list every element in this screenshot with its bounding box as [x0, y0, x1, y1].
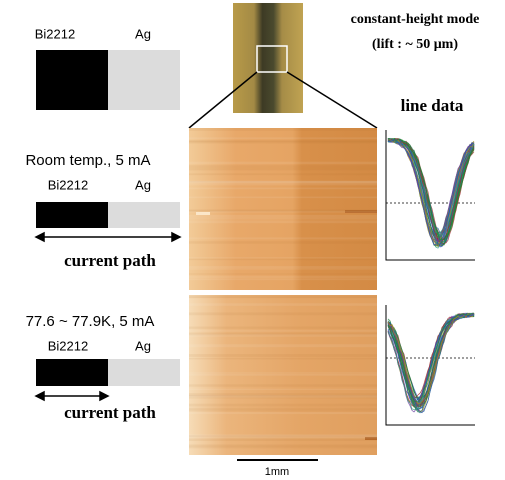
ag-block	[108, 202, 180, 228]
texture	[189, 217, 377, 219]
texture	[189, 181, 377, 183]
texture	[189, 188, 377, 190]
label: Bi2212	[48, 177, 88, 192]
texture	[189, 295, 377, 297]
texture	[189, 395, 377, 398]
texture	[189, 389, 377, 390]
header: constant-height mode	[351, 12, 480, 27]
arrow	[36, 233, 180, 241]
texture	[189, 404, 377, 407]
texture	[189, 162, 377, 164]
condition: Room temp., 5 mA	[25, 152, 150, 169]
map-room	[189, 128, 377, 290]
texture	[189, 438, 377, 441]
texture	[189, 237, 377, 239]
texture	[189, 330, 377, 331]
texture	[189, 215, 377, 217]
texture	[189, 168, 377, 170]
texture	[189, 273, 377, 274]
texture	[189, 183, 377, 185]
label: Ag	[135, 177, 151, 192]
label: Ag	[135, 338, 151, 353]
figure: Bi2212 Ag constant-height mode (lift : ~…	[0, 0, 505, 480]
arrow-label: current path	[64, 403, 156, 422]
texture	[189, 444, 377, 446]
texture	[189, 410, 377, 412]
texture	[189, 354, 377, 357]
texture	[189, 334, 377, 336]
texture	[189, 344, 377, 347]
label: Ag	[135, 26, 151, 41]
texture	[189, 374, 377, 376]
bi2212-block	[36, 50, 108, 110]
label: Bi2212	[35, 26, 75, 41]
plot-axes	[386, 130, 475, 260]
header: (lift : ~ 50 μm)	[372, 37, 458, 52]
texture	[189, 197, 377, 199]
line-data-title: line data	[401, 96, 464, 115]
bi2212-block	[36, 359, 108, 386]
texture	[189, 140, 377, 143]
texture	[189, 241, 377, 243]
texture	[189, 137, 377, 139]
texture	[189, 259, 377, 260]
label: Bi2212	[48, 338, 88, 353]
texture	[189, 372, 377, 373]
texture	[189, 128, 377, 131]
arrow	[36, 392, 108, 400]
ag-block	[108, 359, 180, 386]
texture	[189, 312, 377, 315]
texture	[189, 412, 377, 414]
texture	[189, 437, 377, 438]
scale-label: 1mm	[265, 466, 289, 478]
bi2212-block	[36, 202, 108, 228]
ag-block	[108, 50, 180, 110]
arrow-label: current path	[64, 251, 156, 270]
texture	[189, 276, 377, 278]
texture	[189, 211, 377, 213]
texture	[189, 173, 377, 175]
texture	[189, 278, 377, 280]
texture	[189, 257, 377, 258]
texture	[189, 303, 377, 306]
texture	[189, 165, 377, 168]
sample-photo	[233, 3, 303, 113]
condition: 77.6 ~ 77.9K, 5 mA	[26, 313, 155, 330]
texture	[189, 435, 377, 437]
texture	[189, 266, 377, 268]
texture	[189, 384, 377, 386]
texture	[189, 408, 377, 410]
texture	[189, 220, 377, 223]
texture	[189, 268, 377, 269]
texture	[189, 358, 377, 359]
texture	[189, 327, 377, 329]
